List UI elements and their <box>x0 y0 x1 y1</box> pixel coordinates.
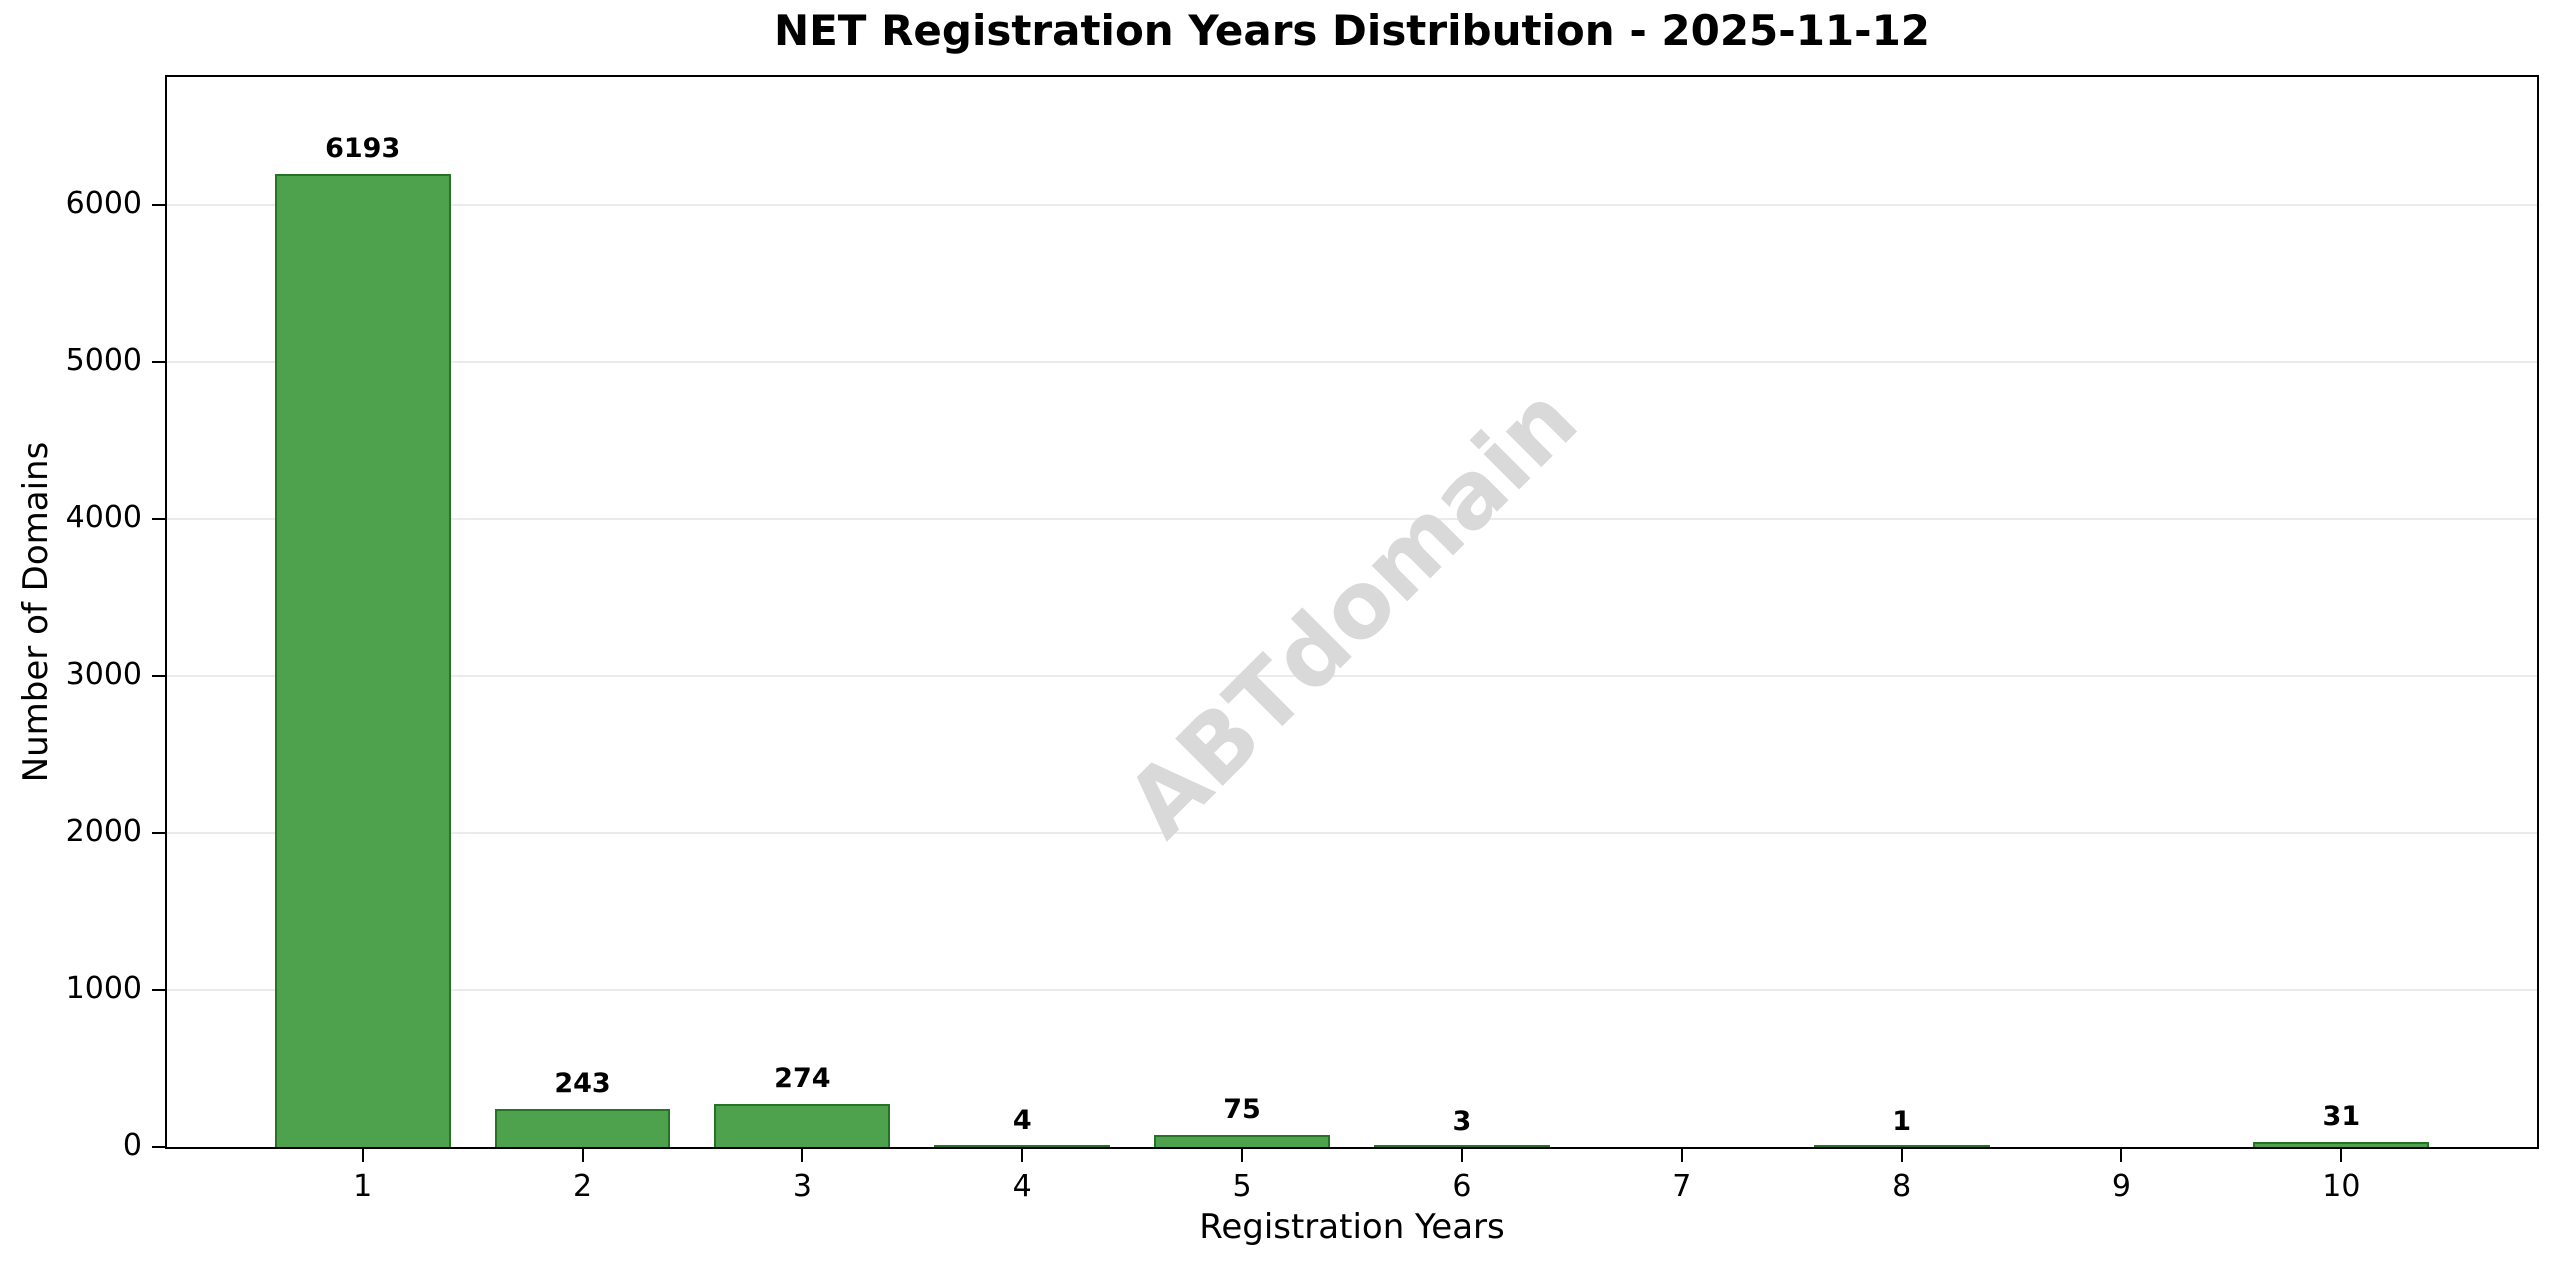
y-tick-mark <box>152 517 165 520</box>
gridline <box>167 674 2537 677</box>
y-tick-mark <box>152 988 165 991</box>
bar-value-label: 274 <box>774 1062 831 1094</box>
x-tick-mark <box>801 1149 804 1162</box>
bar <box>934 1145 1111 1147</box>
bar <box>1813 1145 1990 1147</box>
bar <box>2253 1142 2430 1147</box>
chart-title: NET Registration Years Distribution - 20… <box>773 6 1931 55</box>
y-tick-label: 4000 <box>65 499 142 535</box>
x-tick-label: 3 <box>792 1169 812 1204</box>
bar-value-label: 1 <box>1892 1105 1912 1137</box>
plot-area: ABTdomain 0 1000 2000 3000 4000 5000 6000 1 6193… <box>66 75 2539 1204</box>
x-tick-mark <box>2340 1149 2343 1162</box>
y-tick-label: 6000 <box>65 185 142 221</box>
bar <box>1373 1145 1550 1147</box>
gridline <box>167 517 2537 520</box>
x-axis-label: Registration Years <box>1199 1207 1505 1247</box>
x-tick-mark <box>2120 1149 2123 1162</box>
x-tick-mark <box>1021 1149 1024 1162</box>
gridline <box>167 831 2537 834</box>
y-tick-label: 2000 <box>65 813 142 849</box>
x-tick-label: 4 <box>1012 1169 1032 1204</box>
x-tick-mark <box>1241 1149 1244 1162</box>
y-tick-mark <box>152 831 165 834</box>
x-tick-label: 7 <box>1672 1169 1692 1204</box>
bar-value-label: 75 <box>1223 1094 1261 1126</box>
bar <box>494 1108 671 1147</box>
x-tick-mark <box>1900 1149 1903 1162</box>
y-tick-label: 3000 <box>65 656 142 692</box>
gridline <box>167 360 2537 363</box>
x-tick-mark <box>361 1149 364 1162</box>
y-tick-label: 5000 <box>65 342 142 378</box>
gridline <box>167 203 2537 206</box>
watermark-text: ABTdomain <box>1106 366 1598 858</box>
y-tick-mark <box>152 1146 165 1148</box>
bar-value-label: 3 <box>1452 1105 1472 1137</box>
x-tick-label: 2 <box>572 1169 593 1204</box>
x-tick-label: 1 <box>353 1169 373 1204</box>
x-tick-mark <box>1680 1149 1683 1162</box>
bar <box>714 1103 891 1147</box>
x-tick-mark <box>1460 1149 1463 1162</box>
bar-value-label: 243 <box>554 1067 611 1099</box>
bar <box>1154 1135 1330 1147</box>
y-tick-label: 0 <box>122 1128 142 1163</box>
x-tick-label: 8 <box>1892 1169 1912 1204</box>
gridline <box>167 988 2537 991</box>
bar-value-label: 4 <box>1012 1105 1032 1137</box>
y-tick-label: 1000 <box>65 970 142 1006</box>
x-tick-label: 5 <box>1232 1169 1252 1204</box>
x-tick-mark <box>581 1149 584 1162</box>
y-tick-mark <box>152 203 165 206</box>
bar <box>274 174 451 1147</box>
x-tick-label: 10 <box>2322 1169 2361 1204</box>
y-tick-mark <box>152 360 165 363</box>
y-axis-label: Number of Domains <box>16 441 56 783</box>
x-tick-label: 6 <box>1452 1169 1472 1204</box>
bar-value-label: 31 <box>2322 1101 2361 1133</box>
x-tick-label: 9 <box>2111 1169 2132 1204</box>
bar-value-label: 6193 <box>325 133 401 165</box>
y-tick-mark <box>152 674 165 677</box>
